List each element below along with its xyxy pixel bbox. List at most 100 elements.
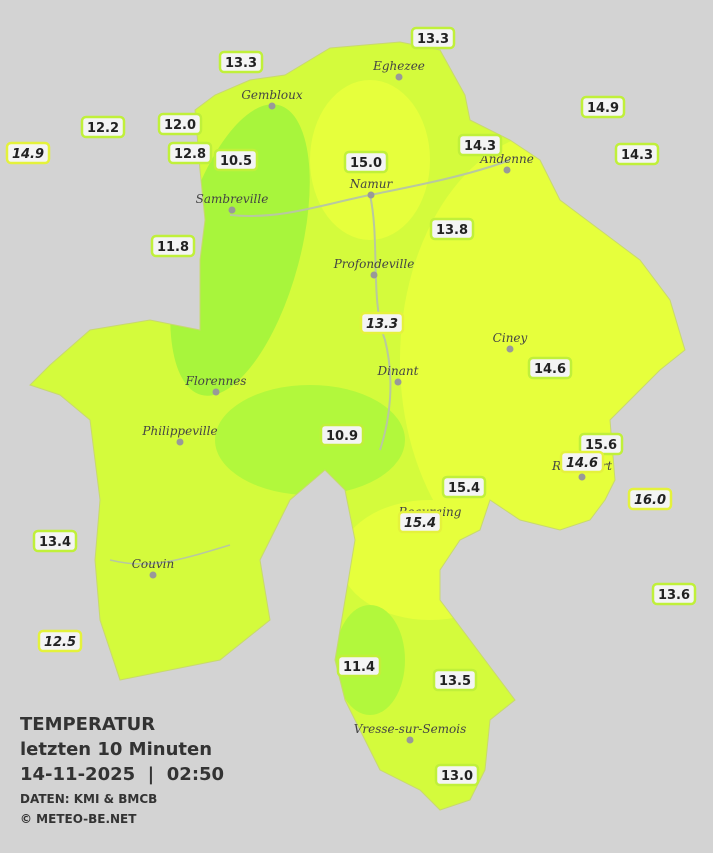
station: 15.4	[397, 510, 443, 534]
city-dot	[370, 271, 378, 279]
station: 13.3	[410, 26, 456, 50]
station-value: 13.8	[436, 223, 468, 238]
station: 10.9	[319, 423, 365, 447]
station-value: 13.6	[658, 588, 690, 603]
city-label: Florennes	[185, 374, 247, 388]
station: 13.4	[32, 529, 78, 553]
station: 14.3	[614, 142, 660, 166]
station-box	[37, 629, 83, 653]
station-value: 13.4	[39, 535, 71, 550]
station-value: 15.6	[585, 438, 617, 453]
station-box	[167, 141, 213, 165]
city-label: Dinant	[377, 364, 419, 378]
city-label: Eghezee	[372, 59, 425, 73]
city-label: Vresse-sur-Semois	[354, 722, 467, 736]
station: 14.9	[5, 141, 51, 165]
city-dot	[395, 73, 403, 81]
station-box	[359, 311, 405, 335]
station-box	[651, 582, 697, 606]
station-box	[429, 217, 475, 241]
station-value: 14.6	[566, 456, 598, 471]
legend-source: DATEN: KMI & BMCB	[20, 792, 157, 806]
legend-datetime: 14-11-2025 | 02:50	[20, 764, 224, 785]
station-box	[343, 150, 389, 174]
station-value: 15.4	[448, 481, 480, 496]
station-value: 13.0	[441, 769, 473, 784]
station: 13.3	[218, 50, 264, 74]
station-value: 15.4	[404, 516, 436, 531]
legend-title: TEMPERATUR	[20, 714, 155, 735]
station-box	[397, 510, 443, 534]
station: 11.4	[336, 654, 382, 678]
station-box	[157, 112, 203, 136]
station: 13.6	[651, 582, 697, 606]
station: 12.2	[80, 115, 126, 139]
city-label: Couvin	[132, 557, 174, 571]
station-value: 12.2	[87, 121, 119, 136]
city-dot	[506, 345, 514, 353]
station-value: 10.5	[220, 154, 252, 169]
city-label: Namur	[349, 177, 394, 191]
station-value: 13.5	[439, 674, 471, 689]
station-value: 13.3	[366, 317, 398, 332]
station: 16.0	[627, 487, 673, 511]
station-box	[213, 148, 259, 172]
station-box	[457, 133, 503, 157]
city-label: Profondeville	[333, 257, 415, 271]
station-box	[580, 95, 626, 119]
station-box	[80, 115, 126, 139]
station: 12.8	[167, 141, 213, 165]
city-label: Sambreville	[196, 192, 269, 206]
city-dot	[212, 388, 220, 396]
station-box	[5, 141, 51, 165]
station-box	[218, 50, 264, 74]
station-value: 12.5	[44, 635, 76, 650]
station: 14.9	[580, 95, 626, 119]
station-box	[559, 450, 605, 474]
station-value: 15.0	[350, 156, 382, 171]
station: 15.6	[578, 432, 624, 456]
station: 10.5	[213, 148, 259, 172]
station-box	[527, 356, 573, 380]
station-box	[32, 529, 78, 553]
city-dot	[228, 206, 236, 214]
station: 14.3	[457, 133, 503, 157]
station-value: 12.8	[174, 147, 206, 162]
station-value: 11.4	[343, 660, 375, 675]
city-dot	[149, 571, 157, 579]
station: 13.8	[429, 217, 475, 241]
station: 15.4	[441, 475, 487, 499]
city-dot	[367, 191, 375, 199]
station: 11.8	[150, 234, 196, 258]
station-value: 14.6	[534, 362, 566, 377]
station-value: 13.3	[417, 32, 449, 47]
station-value: 13.3	[225, 56, 257, 71]
city-label: Gembloux	[241, 88, 303, 102]
city-dot	[406, 736, 414, 744]
station-box	[432, 668, 478, 692]
station-box	[150, 234, 196, 258]
city-label: Ciney	[493, 331, 528, 345]
station: 13.3	[359, 311, 405, 335]
city-label: Philippeville	[141, 424, 217, 438]
station-box	[336, 654, 382, 678]
station-value: 14.9	[587, 101, 619, 116]
legend: TEMPERATUR letzten 10 Minuten 14-11-2025…	[20, 714, 224, 826]
station-value: 10.9	[326, 429, 358, 444]
station-box	[319, 423, 365, 447]
station-value: 14.9	[12, 147, 44, 162]
station: 12.5	[37, 629, 83, 653]
station: 13.5	[432, 668, 478, 692]
station-value: 12.0	[164, 118, 196, 133]
station: 12.0	[157, 112, 203, 136]
station: 14.6	[559, 450, 605, 474]
legend-subtitle: letzten 10 Minuten	[20, 739, 212, 760]
station-value: 14.3	[464, 139, 496, 154]
station-value: 11.8	[157, 240, 189, 255]
station: 14.6	[527, 356, 573, 380]
station-box	[627, 487, 673, 511]
station-box	[614, 142, 660, 166]
city-dot	[394, 378, 402, 386]
city-dot	[578, 473, 586, 481]
